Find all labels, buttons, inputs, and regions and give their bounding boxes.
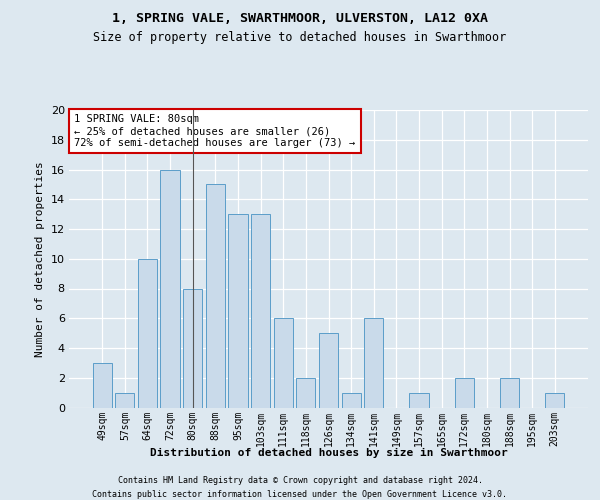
Text: 1 SPRING VALE: 80sqm
← 25% of detached houses are smaller (26)
72% of semi-detac: 1 SPRING VALE: 80sqm ← 25% of detached h…	[74, 114, 355, 148]
Bar	[319, 333, 338, 407]
Bar	[296, 378, 316, 408]
Bar	[229, 214, 248, 408]
Text: Contains HM Land Registry data © Crown copyright and database right 2024.: Contains HM Land Registry data © Crown c…	[118, 476, 482, 485]
Text: 1, SPRING VALE, SWARTHMOOR, ULVERSTON, LA12 0XA: 1, SPRING VALE, SWARTHMOOR, ULVERSTON, L…	[112, 12, 488, 26]
Bar	[92, 363, 112, 408]
Bar	[115, 392, 134, 407]
Bar	[183, 288, 202, 408]
Bar	[545, 392, 565, 407]
Bar	[500, 378, 519, 408]
Bar	[251, 214, 270, 408]
Text: Contains public sector information licensed under the Open Government Licence v3: Contains public sector information licen…	[92, 490, 508, 499]
Bar	[274, 318, 293, 408]
Bar	[138, 259, 157, 408]
Bar	[364, 318, 383, 408]
Text: Distribution of detached houses by size in Swarthmoor: Distribution of detached houses by size …	[150, 448, 508, 458]
Y-axis label: Number of detached properties: Number of detached properties	[35, 161, 45, 356]
Bar	[409, 392, 428, 407]
Bar	[341, 392, 361, 407]
Bar	[160, 170, 180, 408]
Bar	[455, 378, 474, 408]
Bar	[206, 184, 225, 408]
Text: Size of property relative to detached houses in Swarthmoor: Size of property relative to detached ho…	[94, 31, 506, 44]
